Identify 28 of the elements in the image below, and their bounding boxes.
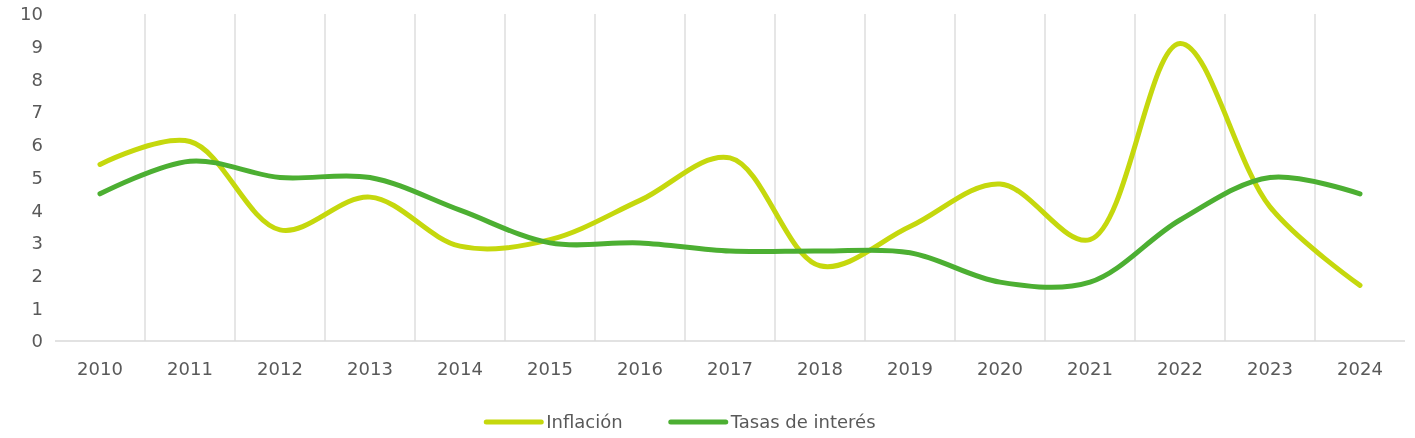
legend-label: Inflación xyxy=(546,411,623,433)
legend-label: Tasas de interés xyxy=(729,411,876,433)
y-tick-label: 7 xyxy=(31,101,43,123)
y-tick-label: 1 xyxy=(31,297,43,319)
x-tick-label: 2022 xyxy=(1157,358,1203,379)
x-tick-label: 2014 xyxy=(437,358,483,379)
y-tick-label: 8 xyxy=(31,68,43,90)
y-tick-label: 9 xyxy=(31,36,43,57)
x-tick-label: 2011 xyxy=(167,358,213,379)
y-tick-label: 3 xyxy=(31,232,43,254)
y-tick-label: 0 xyxy=(31,330,43,352)
x-tick-label: 2018 xyxy=(797,358,843,379)
x-tick-label: 2010 xyxy=(77,358,123,379)
x-tick-label: 2012 xyxy=(257,358,303,379)
y-tick-label: 2 xyxy=(31,264,43,286)
x-tick-label: 2020 xyxy=(977,358,1023,379)
x-tick-label: 2015 xyxy=(527,358,573,379)
y-tick-label: 4 xyxy=(31,199,43,221)
y-tick-label: 10 xyxy=(20,3,43,25)
x-tick-label: 2017 xyxy=(707,358,753,379)
y-tick-label: 5 xyxy=(31,166,43,188)
x-tick-label: 2013 xyxy=(347,358,393,379)
x-tick-label: 2023 xyxy=(1247,358,1293,379)
y-tick-label: 6 xyxy=(31,134,43,156)
x-tick-label: 2016 xyxy=(617,358,663,379)
x-tick-label: 2021 xyxy=(1067,358,1113,379)
x-tick-label: 2019 xyxy=(887,358,933,379)
x-tick-label: 2024 xyxy=(1337,358,1383,379)
